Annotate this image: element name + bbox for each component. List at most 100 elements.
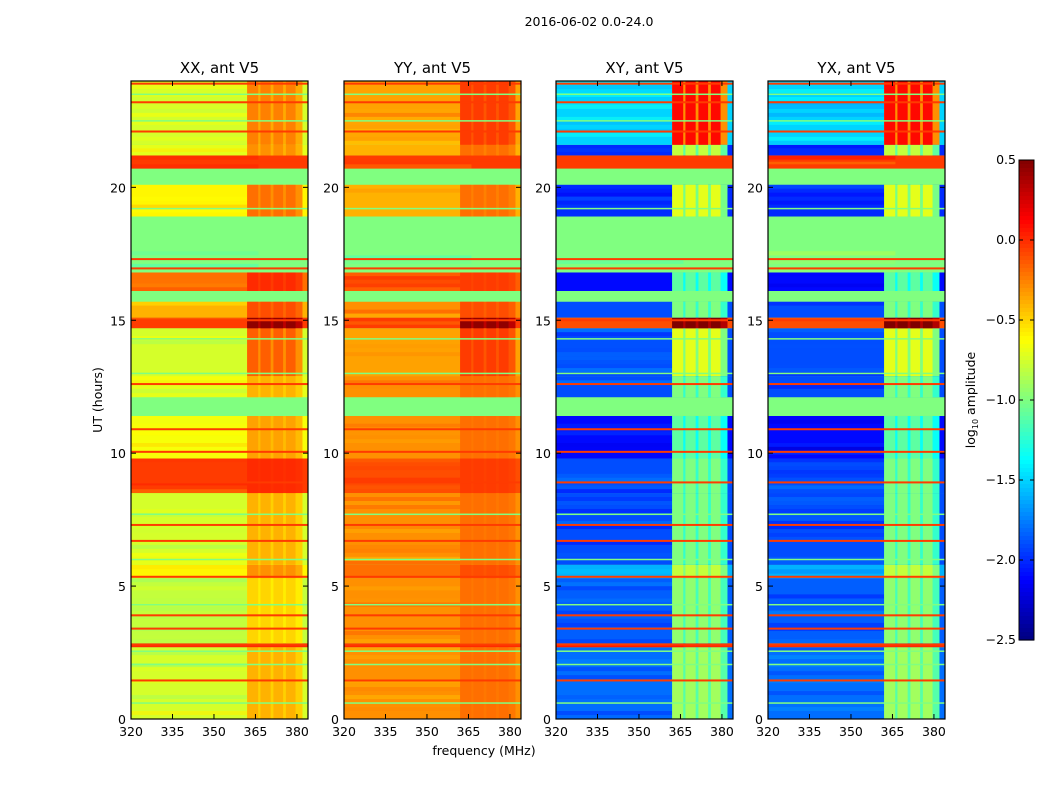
heatmap-row	[556, 622, 684, 627]
rfi-channel	[460, 493, 472, 565]
rfi-channel	[498, 458, 509, 494]
rfi-channel	[897, 328, 908, 377]
rfi-channel	[498, 376, 509, 398]
flagged-time-line	[344, 120, 521, 122]
colorbar-swatch	[1019, 460, 1034, 465]
heatmap-row	[768, 569, 896, 574]
heatmap-row	[131, 443, 259, 447]
colorbar-swatch	[1019, 576, 1034, 581]
rfi-channel	[698, 301, 709, 318]
x-tick-label: 320	[756, 724, 780, 739]
heatmap-row	[556, 423, 684, 428]
rfi-channel	[273, 458, 284, 494]
flagged-time-line	[556, 558, 733, 561]
flagged-time-line	[131, 663, 308, 666]
colorbar-label-sub: 10	[971, 419, 980, 429]
rfi-channel	[486, 458, 497, 494]
heatmap-row	[131, 104, 259, 109]
rfi-channel	[685, 458, 696, 494]
rfi-channel	[884, 647, 896, 719]
x-tick-label: 320	[119, 724, 143, 739]
y-tick-label: 5	[331, 579, 339, 594]
rfi-channel	[884, 458, 896, 494]
y-tick-label: 10	[747, 446, 763, 461]
flagged-time-line	[131, 650, 308, 652]
rfi-time-line	[344, 82, 521, 85]
panel-xy: XY, ant V5 320 335 350 365 380 0 5 10 15 20	[535, 59, 734, 739]
heatmap-row	[344, 560, 472, 565]
rfi-channel	[922, 317, 933, 329]
y-tick-label: 5	[755, 579, 763, 594]
colorbar-swatch	[1019, 436, 1034, 441]
heatmap-row	[131, 279, 259, 284]
colorbar-swatch	[1019, 512, 1034, 517]
rfi-channel	[273, 578, 284, 644]
rfi-channel	[672, 564, 684, 579]
heatmap-row	[131, 376, 259, 381]
heatmap-row	[344, 586, 472, 591]
rfi-time-line	[768, 450, 945, 453]
rfi-channel	[273, 272, 284, 292]
flagged-time-line	[131, 558, 308, 561]
heatmap-segment	[768, 144, 945, 156]
heatmap-row	[768, 419, 896, 424]
panel-title: XY, ant V5	[605, 59, 683, 77]
heatmap-row	[768, 96, 896, 101]
heatmap-row	[131, 155, 259, 160]
rfi-channel	[897, 144, 908, 156]
axes-frame	[767, 80, 946, 720]
rfi-time-line	[556, 643, 733, 646]
flagged-time-line	[344, 513, 521, 516]
colorbar-swatch	[1019, 184, 1034, 189]
rfi-channel	[285, 317, 296, 329]
heatmap-row	[768, 287, 896, 292]
flagged-time-line	[556, 120, 733, 122]
rfi-channel	[910, 578, 921, 644]
colorbar-swatch	[1019, 592, 1034, 597]
colorbar-swatch	[1019, 244, 1034, 249]
colorbar-swatch	[1019, 508, 1034, 513]
rfi-channel	[498, 328, 509, 377]
heatmap-row	[556, 84, 684, 89]
rfi-channel	[285, 415, 296, 459]
heatmap-row	[768, 493, 896, 498]
rfi-channel	[897, 301, 908, 318]
rfi-time-line	[556, 679, 733, 682]
heatmap-row	[768, 272, 896, 277]
heatmap-row	[344, 548, 472, 553]
rfi-channel	[698, 493, 709, 565]
y-tick-label: 0	[543, 712, 551, 727]
rfi-channel	[685, 415, 696, 459]
heatmap-row	[556, 88, 684, 93]
heatmap-row	[344, 188, 472, 193]
y-tick-label: 20	[323, 180, 339, 195]
heatmap-row	[768, 136, 896, 141]
heatmap-row	[556, 344, 684, 349]
colorbar-swatch	[1019, 276, 1034, 281]
rfi-channel	[910, 415, 921, 459]
y-tick-label: 0	[118, 712, 126, 727]
rfi-channel	[460, 184, 472, 217]
rfi-time-line	[344, 614, 521, 617]
colorbar-swatch	[1019, 416, 1034, 421]
heatmap-row	[344, 544, 472, 549]
rfi-channel	[698, 184, 709, 217]
flagged-time-line	[768, 93, 945, 96]
rfi-channel	[698, 415, 709, 459]
rfi-channel	[260, 458, 271, 494]
colorbar-swatch	[1019, 356, 1034, 361]
colorbar-swatch	[1019, 444, 1034, 449]
rfi-channel	[486, 81, 497, 145]
rfi-channel	[260, 493, 271, 565]
heatmap-row	[344, 268, 472, 273]
flagged-time-line	[344, 558, 521, 561]
heatmap-row	[556, 610, 684, 615]
rfi-channel	[685, 328, 696, 377]
heatmap-row	[556, 477, 684, 482]
heatmap-row	[131, 108, 259, 113]
rfi-channel	[710, 564, 721, 579]
rfi-channel	[486, 376, 497, 398]
rfi-channel	[498, 564, 509, 579]
heatmap-row	[768, 520, 896, 525]
rfi-time-line	[131, 539, 308, 542]
